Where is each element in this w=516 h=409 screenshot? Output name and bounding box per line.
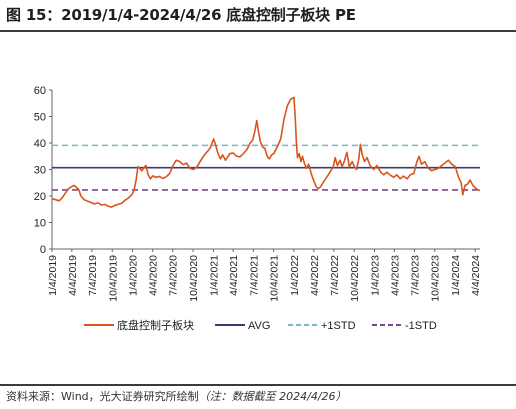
y-axis: 0 10 20 30 40 50 60 <box>34 85 53 256</box>
title-rule <box>0 30 516 32</box>
x-tick-label: 4/4/2023 <box>389 255 401 296</box>
legend-label: +1STD <box>321 320 356 332</box>
y-tick-label: 0 <box>40 244 46 256</box>
pe-chart: 0 10 20 30 40 50 60 1/4/2019 4/4/2019 7/4/2019 10… <box>34 85 482 332</box>
source-label: 资料来源：Wind，光大证券研究所绘制 <box>6 390 199 403</box>
source-rule <box>0 384 516 386</box>
x-tick-label: 1/4/2024 <box>450 255 462 296</box>
x-tick-label: 1/4/2023 <box>369 255 381 296</box>
reference-lines <box>52 144 480 191</box>
x-tick-label: 7/4/2023 <box>409 255 421 296</box>
legend-label: -1STD <box>405 320 437 332</box>
data-note: （注：数据截至 2024/4/26） <box>198 390 347 403</box>
y-tick-label: 20 <box>34 191 46 203</box>
x-tick-label: 10/4/2020 <box>188 255 200 302</box>
y-tick-label: 10 <box>34 218 46 230</box>
x-tick-label: 4/4/2022 <box>309 255 321 296</box>
x-tick-label: 4/4/2021 <box>228 255 240 296</box>
y-tick-label: 50 <box>34 112 46 124</box>
x-tick-label: 4/4/2020 <box>148 255 160 296</box>
x-axis: 1/4/2019 4/4/2019 7/4/2019 10/4/2019 1/4/202… <box>47 248 482 302</box>
figure-title: 图 15：2019/1/4-2024/4/26 底盘控制子板块 PE <box>6 6 356 24</box>
x-tick-label: 10/4/2023 <box>430 255 442 302</box>
y-tick-label: 60 <box>34 85 46 97</box>
x-tick-label: 10/4/2022 <box>349 255 361 302</box>
x-tick-label: 4/4/2019 <box>67 255 79 296</box>
legend-label: AVG <box>248 320 270 332</box>
series-layer <box>51 96 481 208</box>
x-tick-label: 1/4/2019 <box>47 255 59 296</box>
source-line: 资料来源：Wind，光大证券研究所绘制（注：数据截至 2024/4/26） <box>6 388 347 404</box>
x-tick-label: 1/4/2020 <box>128 255 140 296</box>
y-tick-label: 40 <box>34 138 46 150</box>
x-tick-label: 1/4/2022 <box>289 255 301 296</box>
y-tick-label: 30 <box>34 165 46 177</box>
pe-series-line <box>51 96 481 208</box>
x-tick-label: 7/4/2022 <box>329 255 341 296</box>
legend-label: 底盘控制子板块 <box>117 318 194 332</box>
x-tick-label: 10/4/2021 <box>269 255 281 302</box>
x-tick-label: 10/4/2019 <box>107 255 119 302</box>
x-tick-label: 7/4/2021 <box>248 255 260 296</box>
x-tick-label: 7/4/2019 <box>87 255 99 296</box>
x-tick-label: 4/4/2024 <box>470 255 482 296</box>
x-tick-label: 1/4/2021 <box>208 255 220 296</box>
x-tick-label: 7/4/2020 <box>168 255 180 296</box>
legend: 底盘控制子板块 AVG +1STD -1STD <box>84 318 437 332</box>
